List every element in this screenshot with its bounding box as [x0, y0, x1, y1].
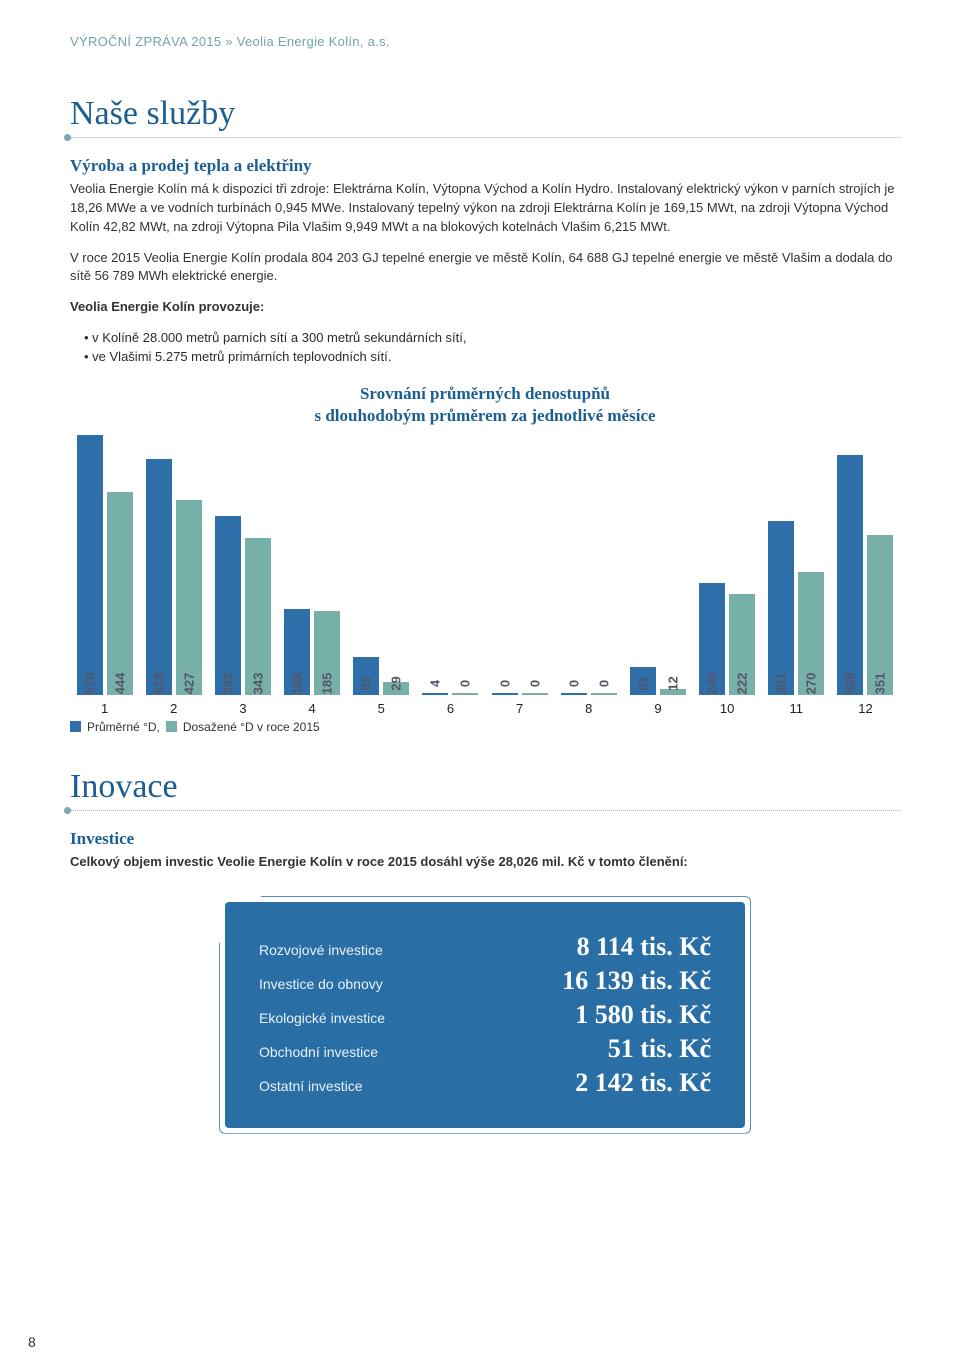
bar-2015: 185: [314, 611, 340, 695]
x-tick: 5: [347, 701, 416, 716]
degree-days-chart: 5704445184273933431881858329400000611224…: [70, 435, 900, 734]
bar-group: 570444: [72, 435, 137, 695]
bar-average: 0: [492, 693, 518, 695]
bar-average: 245: [699, 583, 725, 695]
bar-average: 61: [630, 667, 656, 695]
bullet-list: v Kolíně 28.000 metrů parních sítí a 300…: [84, 329, 900, 367]
x-tick: 12: [831, 701, 900, 716]
list-lead: Veolia Energie Kolín provozuje:: [70, 298, 900, 317]
bar-group: 518427: [141, 435, 206, 695]
x-tick: 4: [278, 701, 347, 716]
bar-group: 61 12: [625, 435, 690, 695]
legend-swatch-a: [70, 721, 81, 732]
investment-row: Rozvojové investice 8 114 tis. Kč: [259, 932, 711, 962]
investment-value: 51 tis. Kč: [481, 1034, 711, 1064]
bar-group: 245222: [695, 435, 760, 695]
divider: [70, 810, 900, 811]
x-tick: 7: [485, 701, 554, 716]
bar-2015: 427: [176, 500, 202, 695]
bar-2015: 29: [383, 682, 409, 695]
page-number: 8: [28, 1334, 36, 1350]
bar-2015: 343: [245, 538, 271, 694]
bar-average: 518: [146, 459, 172, 695]
bar-2015: 222: [729, 594, 755, 695]
section-title-services: Naše služby: [70, 95, 900, 133]
bar-2015: 444: [107, 492, 133, 695]
investment-label: Rozvojové investice: [259, 942, 383, 958]
bar-group: 188185: [280, 435, 345, 695]
legend-swatch-b: [166, 721, 177, 732]
bar-group: 00: [487, 435, 552, 695]
x-tick: 3: [208, 701, 277, 716]
investment-label: Ostatní investice: [259, 1078, 363, 1094]
paragraph: Veolia Energie Kolín má k dispozici tři …: [70, 180, 900, 237]
bar-2015: 270: [798, 572, 824, 695]
list-item: ve Vlašimi 5.275 metrů primárních teplov…: [84, 348, 900, 367]
x-tick: 8: [554, 701, 623, 716]
investment-value: 16 139 tis. Kč: [481, 966, 711, 996]
investment-row: Ostatní investice 2 142 tis. Kč: [259, 1068, 711, 1098]
running-head: VÝROČNÍ ZPRÁVA 2015 » Veolia Energie Kol…: [70, 34, 900, 49]
x-tick: 11: [762, 701, 831, 716]
investment-label: Investice do obnovy: [259, 976, 383, 992]
bar-group: 381270: [764, 435, 829, 695]
paragraph: V roce 2015 Veolia Energie Kolín prodala…: [70, 249, 900, 287]
legend-label-b: Dosažené °D v roce 2015: [183, 720, 320, 734]
investment-label: Obchodní investice: [259, 1044, 378, 1060]
investment-row: Ekologické investice 1 580 tis. Kč: [259, 1000, 711, 1030]
list-item: v Kolíně 28.000 metrů parních sítí a 300…: [84, 329, 900, 348]
bar-average: 0: [561, 693, 587, 695]
x-tick: 1: [70, 701, 139, 716]
investment-box: Rozvojové investice 8 114 tis. Kč Investic…: [225, 902, 745, 1128]
paragraph: Celkový objem investic Veolie Energie Ko…: [70, 853, 900, 872]
subheading-investments: Investice: [70, 829, 900, 849]
investment-row: Obchodní investice 51 tis. Kč: [259, 1034, 711, 1064]
investment-label: Ekologické investice: [259, 1010, 385, 1026]
x-tick: 6: [416, 701, 485, 716]
chart-title: Srovnání průměrných denostupňů s dlouhod…: [70, 383, 900, 427]
legend-label-a: Průměrné °D,: [87, 720, 160, 734]
x-tick: 9: [623, 701, 692, 716]
divider: [70, 137, 900, 138]
bar-average: 381: [768, 521, 794, 695]
bar-group: 40: [418, 435, 483, 695]
bar-2015: 12: [660, 689, 686, 694]
bar-2015: 351: [867, 535, 893, 695]
bar-group: 83 29: [349, 435, 414, 695]
bar-2015: 0: [522, 693, 548, 695]
bar-average: 83: [353, 657, 379, 695]
chart-legend: Průměrné °D, Dosažené °D v roce 2015: [70, 720, 900, 734]
x-tick: 10: [693, 701, 762, 716]
bar-average: 4: [422, 693, 448, 695]
investment-value: 8 114 tis. Kč: [481, 932, 711, 962]
bar-group: 525351: [833, 435, 898, 695]
section-title-innovation: Inovace: [70, 768, 900, 806]
bar-average: 393: [215, 516, 241, 695]
subheading-production: Výroba a prodej tepla a elektřiny: [70, 156, 900, 176]
investment-value: 2 142 tis. Kč: [481, 1068, 711, 1098]
bar-average: 525: [837, 455, 863, 694]
investment-row: Investice do obnovy 16 139 tis. Kč: [259, 966, 711, 996]
bar-group: 393343: [210, 435, 275, 695]
bar-group: 00: [556, 435, 621, 695]
bar-average: 570: [77, 435, 103, 695]
x-tick: 2: [139, 701, 208, 716]
bar-2015: 0: [452, 693, 478, 695]
investment-value: 1 580 tis. Kč: [481, 1000, 711, 1030]
bar-average: 188: [284, 609, 310, 695]
bar-2015: 0: [591, 693, 617, 695]
